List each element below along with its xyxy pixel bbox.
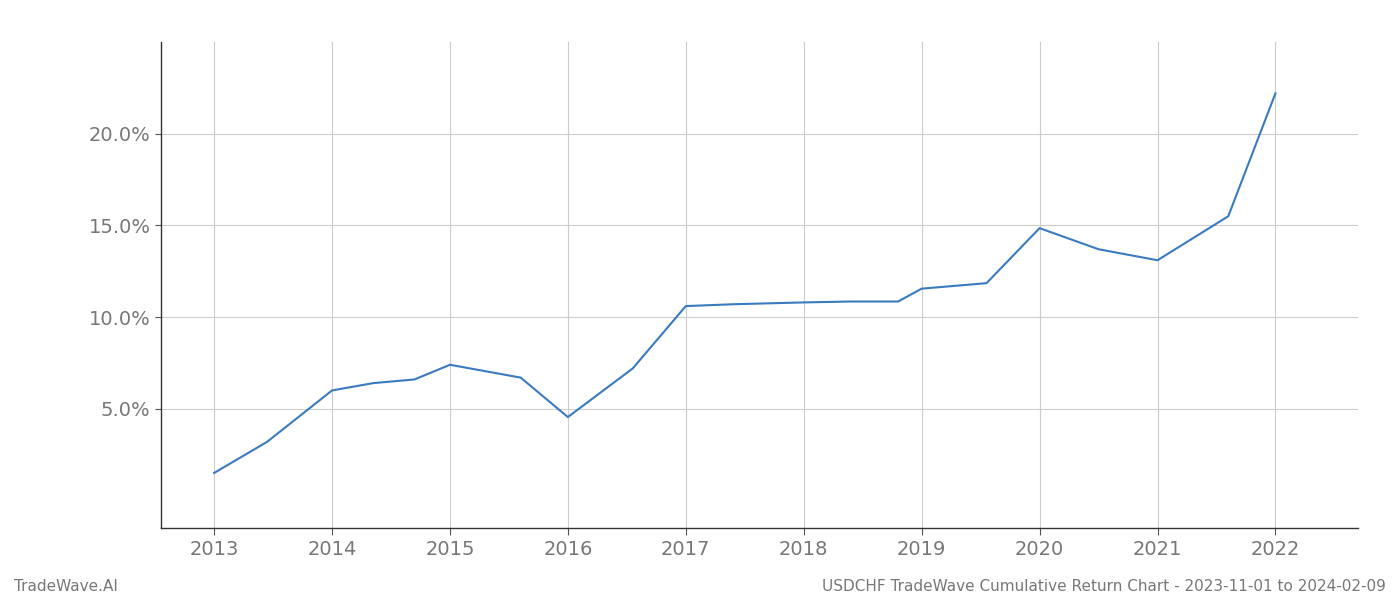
Text: TradeWave.AI: TradeWave.AI xyxy=(14,579,118,594)
Text: USDCHF TradeWave Cumulative Return Chart - 2023-11-01 to 2024-02-09: USDCHF TradeWave Cumulative Return Chart… xyxy=(822,579,1386,594)
